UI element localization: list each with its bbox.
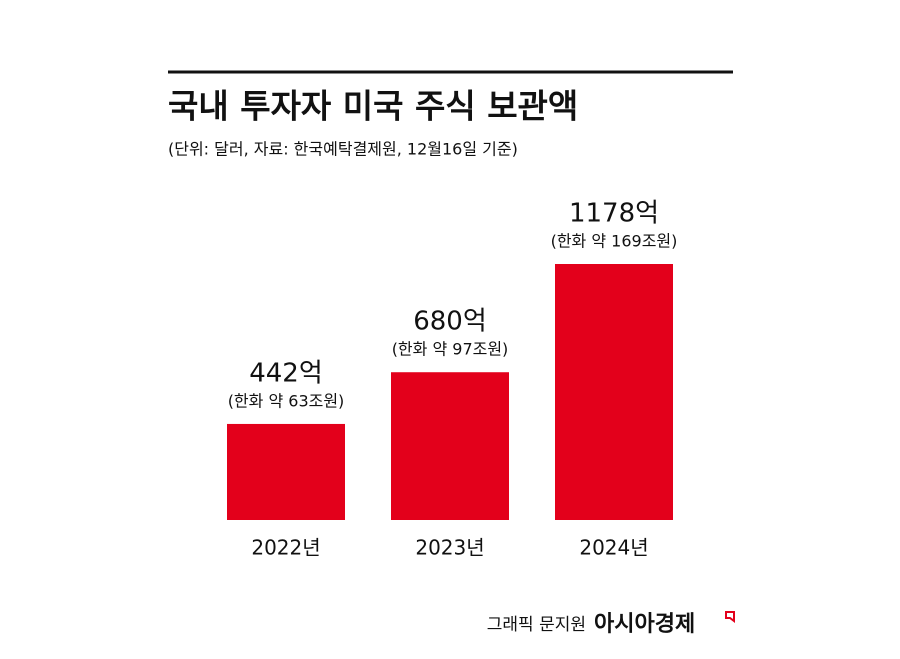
x-tick-label: 2023년 [415, 536, 484, 560]
value-sublabel: (한화 약 97조원) [392, 340, 509, 359]
value-label: 442억 [249, 358, 323, 388]
x-tick-label: 2022년 [251, 536, 320, 560]
credit: 그래픽 문지원 [487, 615, 586, 635]
logo-icon [725, 611, 735, 623]
value-sublabel: (한화 약 169조원) [551, 232, 678, 251]
bar [555, 264, 673, 520]
value-label: 680억 [413, 307, 487, 337]
bar [227, 423, 345, 520]
value-sublabel: (한화 약 63조원) [228, 391, 345, 410]
value-label: 1178억 [569, 199, 659, 229]
chart-title: 국내 투자자 미국 주식 보관액 [168, 87, 578, 126]
bar [391, 372, 509, 520]
source-logo: 아시아경제 [594, 612, 695, 637]
chart-subtitle: (단위: 달러, 자료: 한국예탁결제원, 12월16일 기준) [168, 140, 518, 159]
x-tick-label: 2024년 [579, 536, 648, 560]
